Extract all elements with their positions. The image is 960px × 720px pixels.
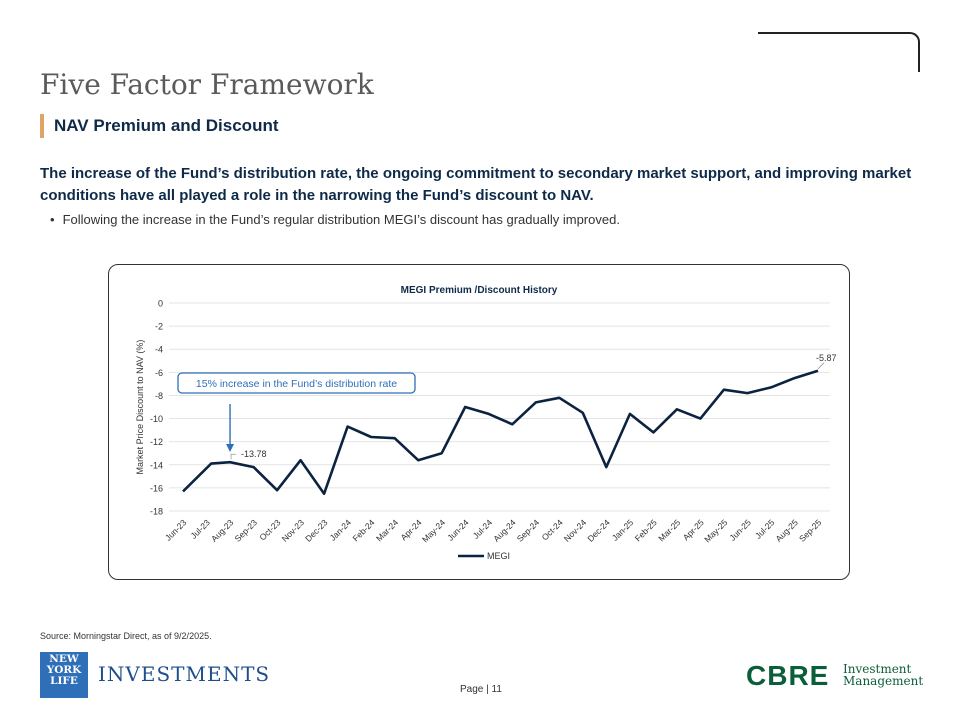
data-label-leader: [230, 453, 237, 460]
x-tick-label: May-24: [420, 517, 447, 544]
annotation-arrow-head-icon: [226, 444, 235, 452]
x-tick-label: Dec-23: [303, 517, 330, 544]
series-line-megi: [182, 369, 819, 495]
x-tick-label: Jan-24: [328, 517, 354, 543]
x-tick-label: Sep-24: [515, 517, 542, 544]
bullet-text: Following the increase in the Fund’s reg…: [62, 212, 620, 227]
annotation-box: [177, 372, 416, 394]
nyl-logo-line: YORK: [46, 664, 82, 676]
cbre-sub-line: Management: [843, 674, 924, 688]
annotation-text: 15% increase in the Fund’s distribution …: [196, 378, 397, 390]
x-tick-label: Oct-24: [540, 517, 565, 542]
chart-frame: [108, 264, 850, 580]
y-tick-label: -12: [150, 437, 163, 447]
y-tick-label: -2: [155, 322, 163, 332]
nyl-logo-line: NEW: [49, 653, 79, 665]
data-label-leader: [817, 362, 825, 370]
x-tick-label: Sep-25: [797, 517, 824, 544]
page-title: Five Factor Framework: [40, 68, 374, 101]
x-tick-label: Jun-25: [727, 517, 753, 543]
y-tick-label: -10: [150, 414, 163, 424]
y-tick-label: -16: [150, 483, 163, 493]
x-tick-label: Mar-24: [374, 517, 400, 543]
x-tick-label: Aug-24: [491, 517, 518, 544]
cbre-sub-line: Investment: [843, 662, 912, 676]
nyl-investments-wordmark: INVESTMENTS: [98, 662, 271, 686]
page-subtitle: NAV Premium and Discount: [54, 116, 279, 135]
x-tick-label: Oct-23: [257, 517, 282, 542]
x-tick-label: Aug-23: [209, 517, 236, 544]
y-tick-label: -18: [150, 507, 163, 517]
y-tick-label: -8: [155, 391, 163, 401]
corner-frame-decoration: [758, 32, 920, 72]
x-tick-label: Mar-25: [656, 517, 682, 543]
x-tick-label: Nov-24: [562, 517, 589, 544]
x-tick-label: Nov-23: [280, 517, 307, 544]
data-label: -5.87: [816, 353, 837, 363]
lead-paragraph: The increase of the Fund’s distribution …: [40, 165, 912, 204]
x-tick-label: May-25: [702, 517, 729, 544]
source-note: Source: Morningstar Direct, as of 9/2/20…: [40, 631, 212, 641]
cbre-investment-management-wordmark: Investment Management: [843, 663, 923, 687]
y-tick-label: 0: [158, 299, 163, 309]
cbre-logo: CBRE: [746, 660, 830, 691]
new-york-life-logo: NEW YORK LIFE: [40, 652, 88, 698]
y-tick-label: -6: [155, 368, 163, 378]
bullet-item: • Following the increase in the Fund’s re…: [50, 212, 620, 227]
x-tick-label: Jun-24: [445, 517, 471, 543]
legend-label: MEGI: [487, 551, 510, 561]
x-tick-label: Jun-23: [163, 517, 189, 543]
y-tick-label: -4: [155, 345, 163, 355]
x-tick-label: Dec-24: [585, 517, 612, 544]
data-label: -13.78: [241, 449, 267, 459]
subtitle-accent-bar: [40, 114, 44, 138]
chart-title: MEGI Premium /Discount History: [401, 285, 558, 296]
x-tick-label: Sep-23: [233, 517, 260, 544]
x-tick-label: Jan-25: [610, 517, 636, 543]
discount-history-chart: MEGI Premium /Discount History 0 -2 -4 -6 -8 -…: [135, 285, 837, 561]
page-number: Page | 11: [460, 684, 502, 695]
y-axis-label: Market Price Discount to NAV (%): [135, 340, 145, 475]
x-tick-label: Feb-25: [633, 517, 659, 543]
x-tick-label: Feb-24: [350, 517, 376, 543]
bullet-dot-icon: •: [50, 212, 55, 227]
x-tick-label: Aug-25: [773, 517, 800, 544]
y-tick-label: -14: [150, 460, 163, 470]
nyl-logo-line: LIFE: [50, 675, 78, 687]
